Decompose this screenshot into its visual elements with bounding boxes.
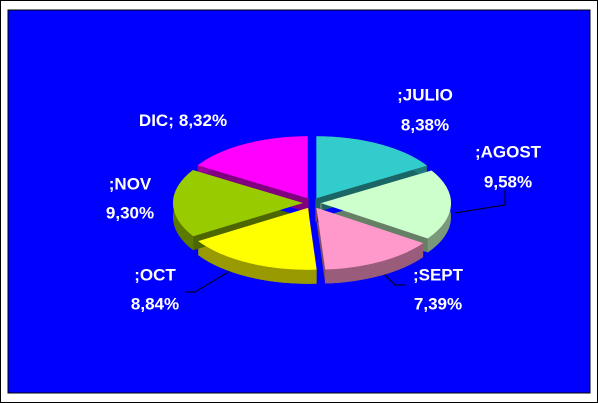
slice [173,169,304,237]
slice [197,136,308,199]
slice-category-label: ;OCT [134,265,176,284]
slice-value-label: 8,38% [401,115,449,134]
slice-value-label: 8,84% [131,294,179,313]
slice-category-label: ;AGOST [475,142,542,161]
slice-value-label: 7,39% [414,294,462,313]
slice-value-label: 8,32% [179,111,227,130]
slice-side [198,241,317,284]
leader-line [454,190,506,214]
slice-category-label: ;NOV [109,174,152,193]
slice-value-label: 9,30% [106,203,154,222]
slice [198,207,317,270]
slice-label: DIC; 8,32% [139,111,227,130]
slice-category-label: ;SEPT [413,265,464,284]
slice [320,170,451,239]
leader-line [185,264,241,293]
slice-category-label: ;JULIO [397,85,453,104]
slice [316,136,427,199]
slice [316,207,424,270]
slice-side [325,243,424,284]
slice-category-label: DIC; [139,111,174,130]
slice-value-label: 9,58% [484,172,532,191]
